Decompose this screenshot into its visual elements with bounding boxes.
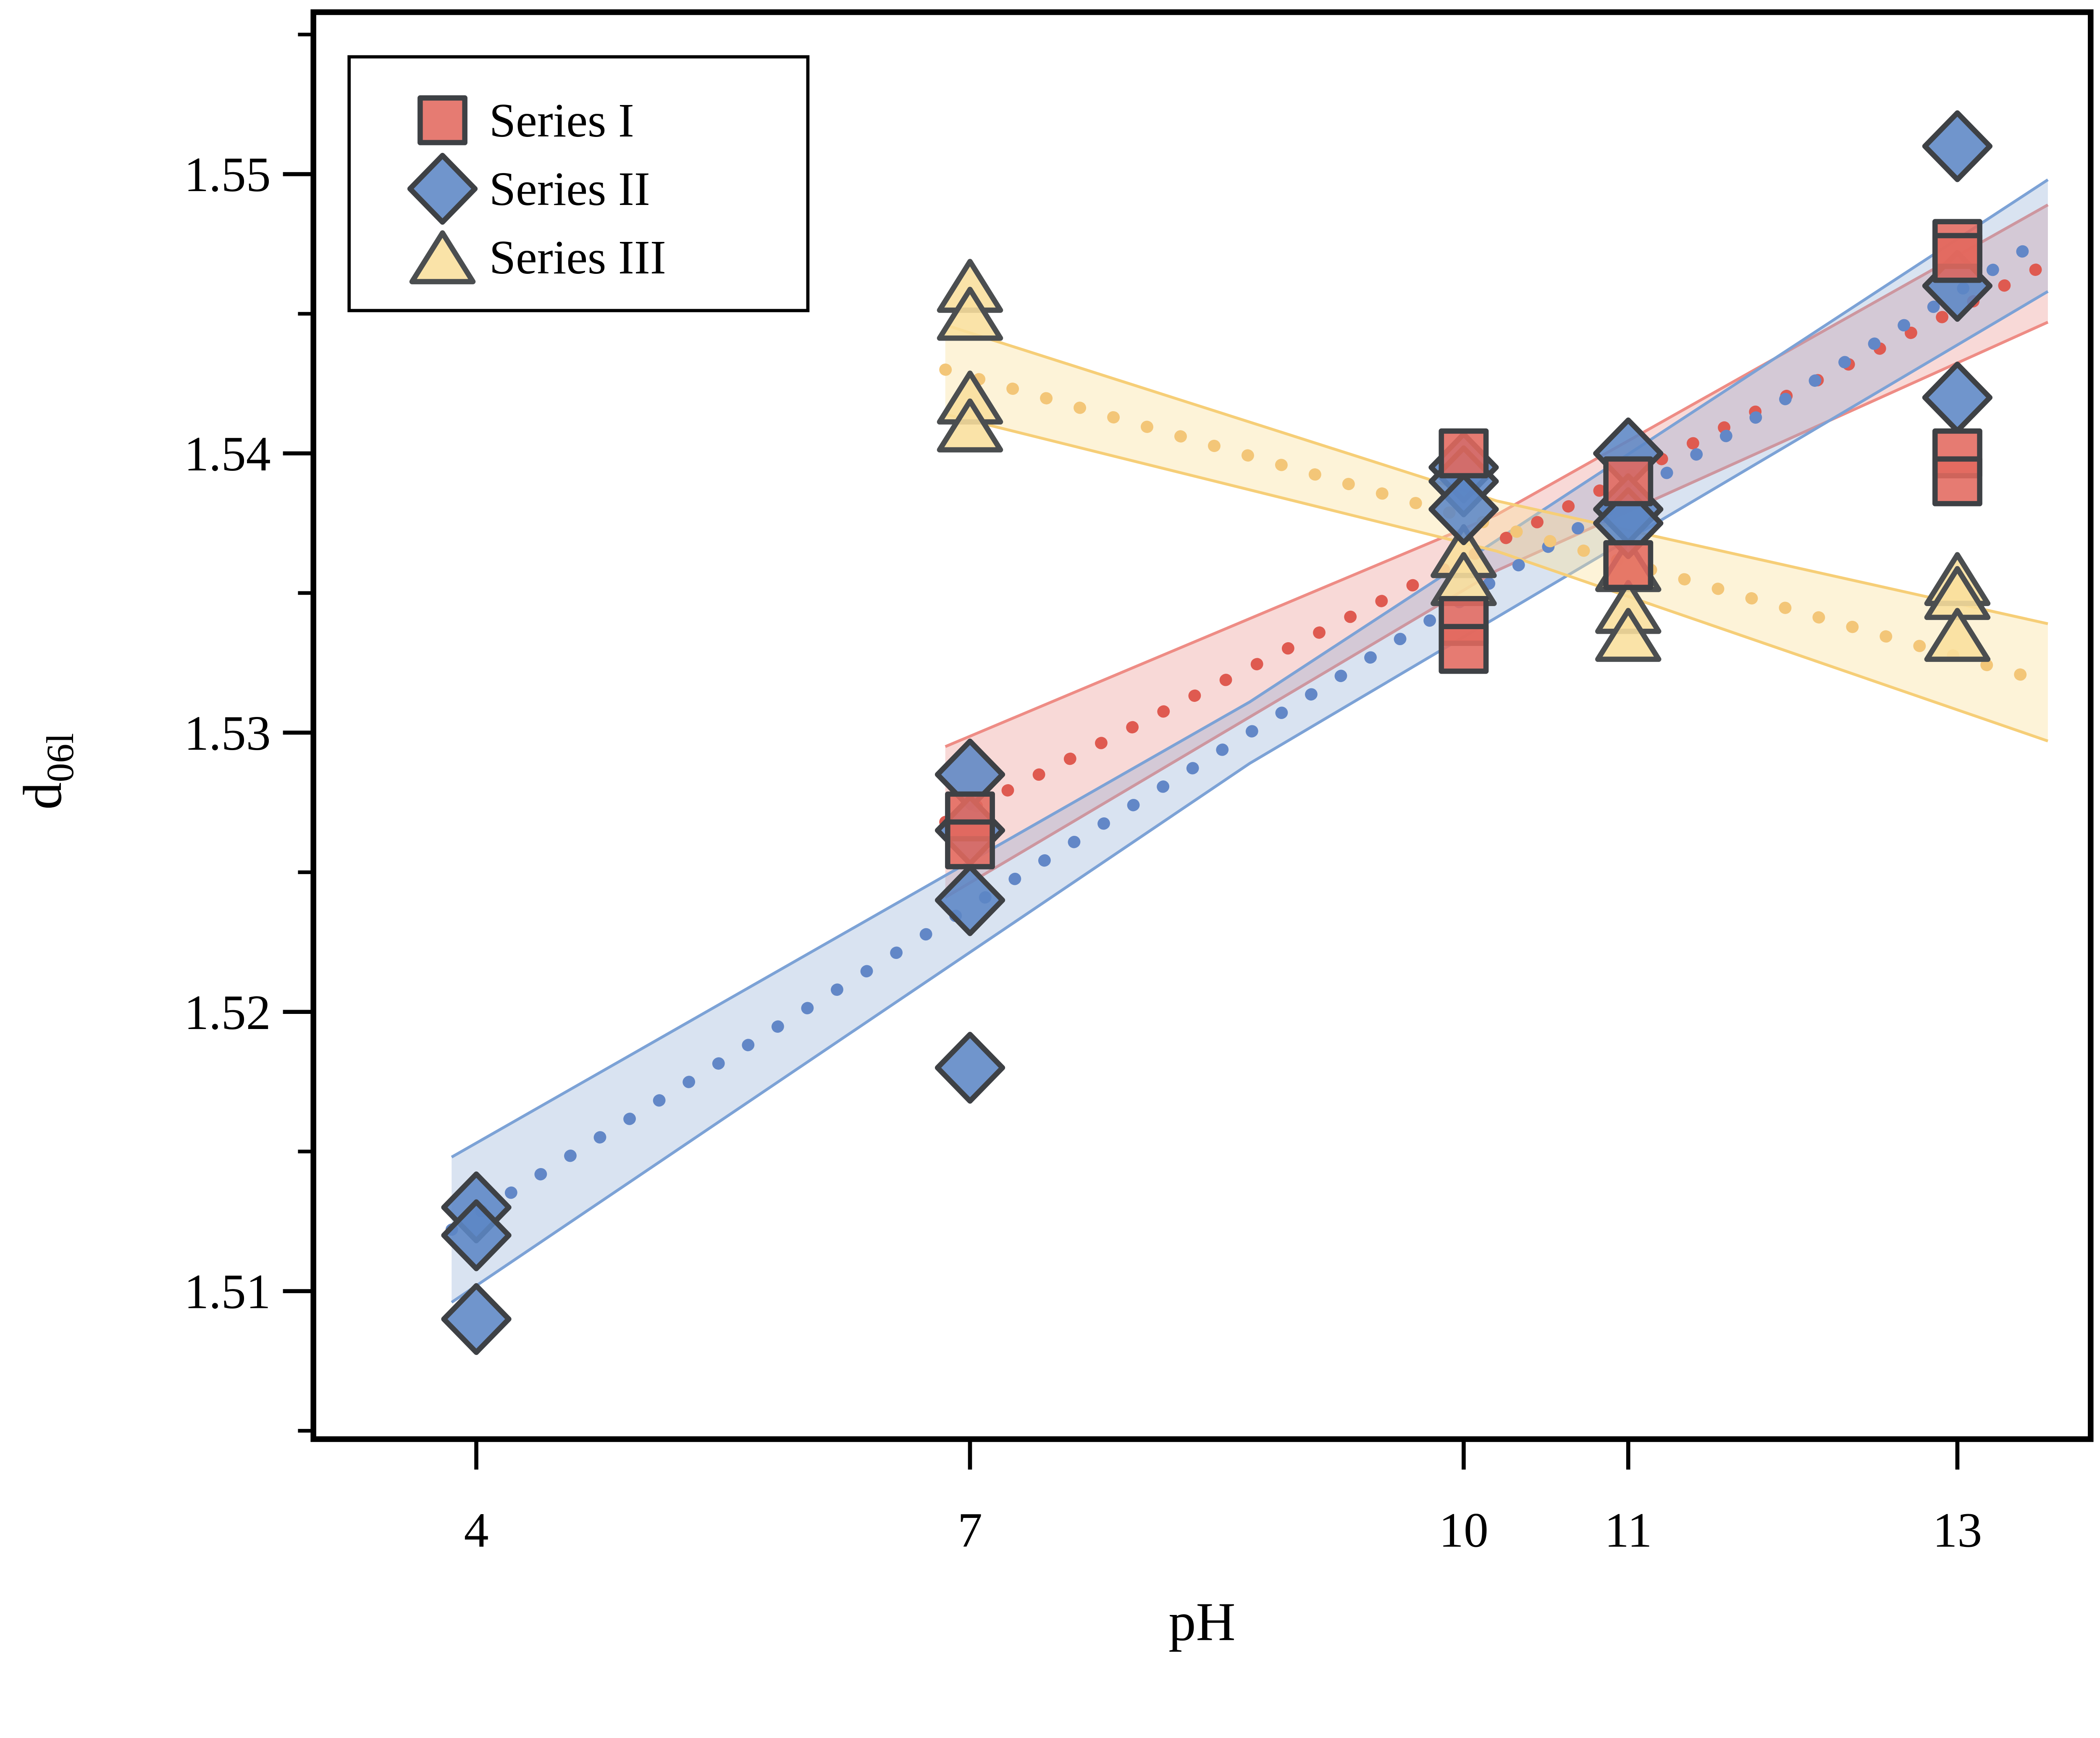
- square-marker-icon: [417, 95, 467, 145]
- y-tick-label: 1.54: [184, 426, 270, 481]
- legend-label: Series II: [489, 162, 650, 215]
- square-marker-icon: [1438, 624, 1489, 674]
- y-tick-label: 1.52: [184, 985, 270, 1040]
- x-axis-title: pH: [1168, 1592, 1235, 1652]
- legend-item-series-iii: Series III: [409, 230, 666, 284]
- confidence-bands: [451, 179, 2049, 1304]
- legend-item-series-i: Series I: [417, 94, 634, 147]
- Series I-band-lower-edge: [945, 320, 2049, 899]
- x-axis: 4 7 10 11 13 pH: [464, 1439, 1982, 1652]
- square-marker-icon: [1932, 233, 1982, 283]
- x-tick-label: 7: [958, 1503, 982, 1558]
- y-axis-title-subscript: 06l: [39, 733, 81, 782]
- triangle-marker-icon: [1924, 608, 1991, 662]
- Series II-band-lower-edge: [451, 290, 2049, 1304]
- trend-lines: [445, 229, 2054, 1236]
- Series I-trend-line: [939, 257, 2054, 828]
- legend-label: Series I: [489, 94, 634, 147]
- x-tick-label: 4: [464, 1503, 489, 1558]
- triangle-marker-icon: [1595, 608, 1662, 662]
- series-i-points: [945, 219, 1982, 869]
- scatter-plot-svg: 4 7 10 11 13 pH 1.51 1.52 1.53 1.54 1.55 d06l Series…: [13, 9, 2094, 1652]
- square-marker-icon: [1438, 428, 1489, 478]
- square-marker-icon: [1603, 456, 1654, 507]
- y-axis: 1.51 1.52 1.53 1.54 1.55 d06l: [13, 32, 314, 1433]
- Series I-band-upper-edge: [945, 203, 2049, 748]
- square-marker-icon: [945, 819, 995, 869]
- diamond-marker-icon: [407, 152, 478, 225]
- y-tick-label: 1.51: [184, 1264, 270, 1319]
- square-marker-icon: [1932, 456, 1982, 507]
- x-tick-label: 10: [1439, 1503, 1488, 1558]
- diamond-marker-icon: [441, 1283, 512, 1355]
- y-tick-label: 1.53: [184, 706, 270, 761]
- square-marker-icon: [1603, 540, 1654, 590]
- triangle-marker-icon: [409, 230, 476, 284]
- Series II-band-upper-edge: [451, 179, 2049, 1158]
- diamond-marker-icon: [441, 1199, 512, 1271]
- Series II-band: [452, 179, 2048, 1302]
- x-tick-label: 11: [1604, 1503, 1652, 1558]
- diamond-marker-icon: [1428, 473, 1499, 545]
- Series III-band-upper-edge: [945, 323, 2048, 625]
- x-tick-label: 13: [1932, 1503, 1982, 1558]
- diamond-marker-icon: [1922, 110, 1993, 182]
- Series III-band: [945, 325, 2048, 741]
- legend-label: Series III: [489, 231, 666, 284]
- legend-item-series-ii: Series II: [407, 152, 650, 225]
- plot-frame: [310, 9, 2094, 1442]
- chart: 4 7 10 11 13 pH 1.51 1.52 1.53 1.54 1.55 d06l Series…: [12, 9, 2094, 1652]
- series-iii-points: [937, 259, 1991, 662]
- legend: Series I Series II Series III: [347, 55, 810, 312]
- diamond-marker-icon: [934, 864, 1005, 936]
- triangle-marker-icon: [937, 286, 1003, 341]
- triangle-marker-icon: [937, 398, 1003, 453]
- y-tick-label: 1.55: [184, 147, 270, 202]
- y-axis-title: d06l: [13, 733, 81, 810]
- Series III-band-lower-edge: [945, 413, 2048, 743]
- axes: [310, 9, 2094, 1442]
- Series II-trend-line: [445, 229, 2054, 1236]
- diamond-marker-icon: [934, 1032, 1005, 1104]
